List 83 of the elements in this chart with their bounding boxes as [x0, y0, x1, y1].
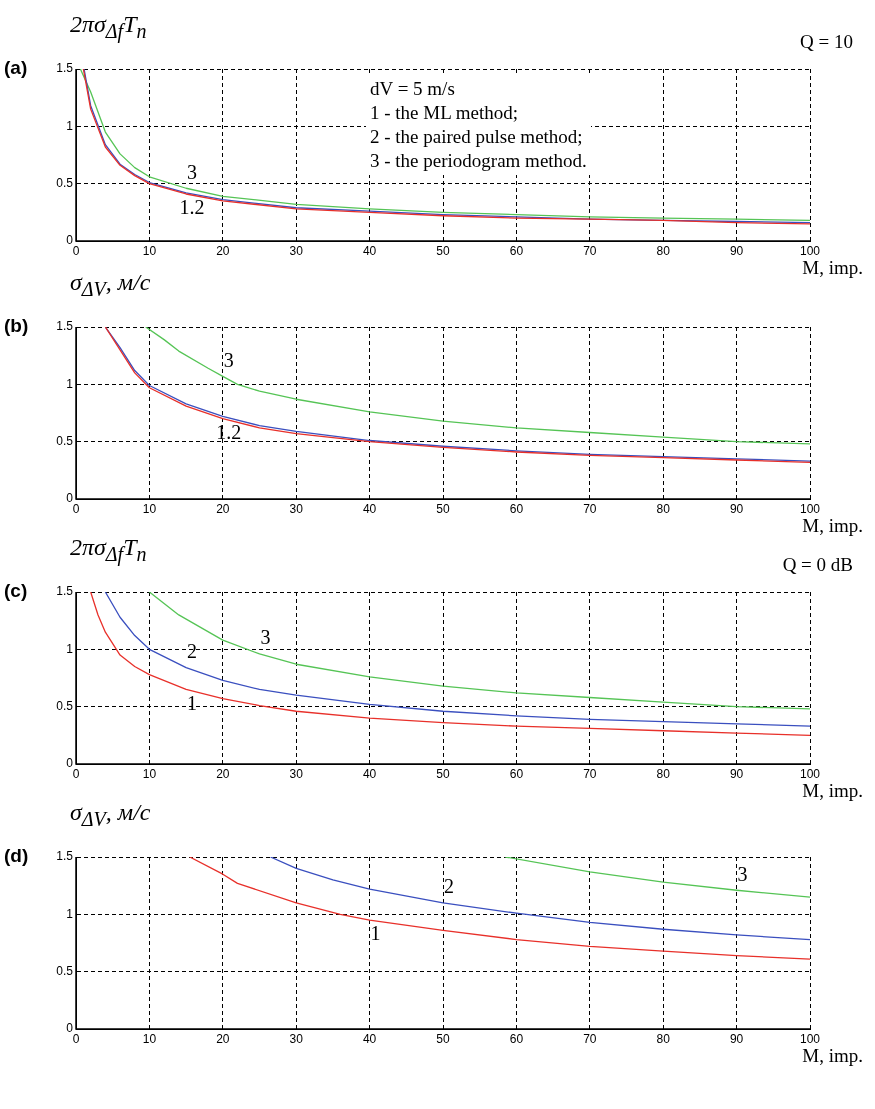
y-tick-label: 0.5 [56, 433, 74, 448]
x-tick-label: 80 [656, 1031, 671, 1046]
chart-title: (a) [4, 57, 28, 79]
annotation: 2 [187, 639, 198, 662]
x-tick-label: 50 [436, 243, 450, 258]
text: Q = 0 dB [782, 554, 853, 576]
x-axis-title: M, imp. [802, 257, 863, 279]
y-tick-label: 1.5 [56, 584, 74, 599]
x-tick-label: 20 [216, 243, 230, 258]
annotation: 1 - the ML method; [370, 101, 520, 125]
annotation: 2 - the paired pulse method; [370, 125, 584, 149]
x-tick-label: 70 [583, 243, 597, 258]
x-tick-label: 90 [729, 766, 744, 781]
x-tick-label: 40 [362, 1031, 377, 1046]
x-tick-label: 40 [362, 501, 377, 516]
y-axis-title: σ$_{ΔV}$, м/с [70, 269, 151, 301]
x-tick-label: 30 [289, 501, 304, 516]
y-tick-label: 1.5 [56, 61, 74, 76]
x-tick-label: 40 [362, 766, 377, 781]
annotation: dV = 5 m/s [370, 77, 456, 101]
annotation: 1.2 [179, 196, 205, 219]
x-tick-label: 100 [799, 1031, 821, 1046]
x-axis-title: M, imp. [802, 515, 863, 537]
chart-title: (d) [4, 845, 29, 867]
y-tick-label: 0 [66, 491, 74, 506]
x-axis-title: M, imp. [802, 780, 863, 802]
x-tick-label: 50 [436, 501, 450, 516]
x-tick-label: 80 [656, 766, 671, 781]
x-tick-label: 10 [142, 243, 157, 258]
x-tick-label: 100 [799, 501, 821, 516]
x-tick-label: 10 [142, 1031, 157, 1046]
annotation: 3 [260, 626, 271, 649]
y-tick-label: 1 [66, 641, 74, 656]
x-tick-label: 20 [216, 766, 230, 781]
y-tick-label: 1.5 [56, 849, 74, 864]
chart-title: (b) [4, 315, 29, 337]
x-tick-label: 30 [289, 243, 304, 258]
x-tick-label: 70 [583, 1031, 597, 1046]
text: Q = 10 [800, 31, 853, 53]
x-tick-label: 60 [509, 766, 524, 781]
y-tick-label: 1 [66, 376, 74, 391]
x-tick-label: 60 [509, 501, 524, 516]
x-tick-label: 30 [289, 1031, 304, 1046]
x-tick-label: 60 [509, 243, 524, 258]
x-tick-label: 50 [436, 766, 450, 781]
x-tick-label: 40 [362, 243, 377, 258]
y-tick-label: 1.5 [56, 319, 74, 334]
x-tick-label: 80 [656, 501, 671, 516]
x-tick-label: 50 [436, 1031, 450, 1046]
x-tick-label: 90 [729, 501, 744, 516]
annotation: 3 - the periodogram method. [370, 149, 587, 173]
y-axis-title: 2πσ$_{Δf}$T$_{n}$ [70, 11, 147, 43]
x-tick-label: 70 [583, 501, 597, 516]
annotation: 1.2 [216, 420, 242, 443]
y-tick-label: 0 [66, 233, 74, 248]
x-tick-label: 20 [216, 1031, 230, 1046]
x-tick-label: 80 [656, 243, 671, 258]
y-axis-title: 2πσ$_{Δf}$T$_{n}$ [70, 534, 147, 566]
x-tick-label: 90 [729, 1031, 744, 1046]
chart-title: (c) [4, 580, 28, 602]
y-tick-label: 0 [66, 1021, 74, 1036]
y-tick-label: 0.5 [56, 963, 74, 978]
y-tick-label: 0.5 [56, 175, 74, 190]
annotation: 3 [737, 862, 748, 885]
x-tick-label: 60 [509, 1031, 524, 1046]
x-tick-label: 20 [216, 501, 230, 516]
x-tick-label: 90 [729, 243, 744, 258]
annotation: 3 [223, 348, 234, 371]
y-tick-label: 1 [66, 906, 74, 921]
x-tick-label: 10 [142, 501, 157, 516]
x-tick-label: 100 [799, 766, 821, 781]
annotation: 1 [370, 922, 381, 945]
y-tick-label: 1 [66, 118, 74, 133]
x-tick-label: 10 [142, 766, 157, 781]
annotation: 2 [444, 875, 454, 898]
x-tick-label: 30 [289, 766, 304, 781]
annotation: 3 [187, 160, 198, 183]
y-axis-title: σ$_{ΔV}$, м/с [70, 799, 151, 831]
y-tick-label: 0.5 [56, 698, 74, 713]
y-tick-label: 0 [66, 756, 74, 771]
x-axis-title: M, imp. [802, 1045, 863, 1067]
x-tick-label: 70 [583, 766, 597, 781]
x-tick-label: 100 [799, 243, 821, 258]
